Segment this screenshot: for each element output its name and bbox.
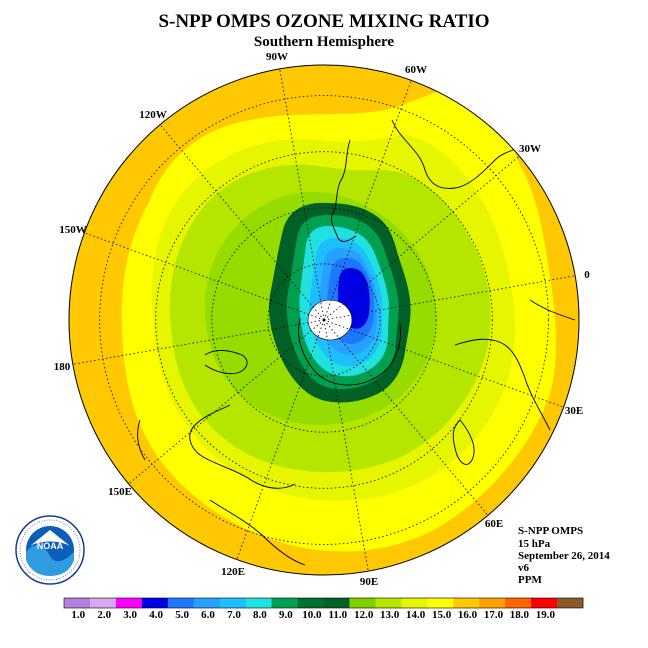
colorbar-swatch — [349, 598, 376, 608]
lon-label-90e: 90E — [360, 576, 378, 588]
colorbar-tick-label: 2.0 — [97, 609, 111, 621]
colorbar-swatch — [167, 598, 195, 608]
colorbar — [63, 597, 584, 609]
meridian-line — [323, 319, 489, 516]
lon-label-150e: 150E — [108, 486, 132, 498]
meridian-line — [128, 319, 325, 485]
colorbar-swatch — [219, 598, 246, 608]
info-instrument: S-NPP OMPS — [518, 525, 583, 537]
noaa-logo-text: NOAA — [37, 541, 64, 551]
meridian-line — [323, 319, 564, 408]
colorbar-swatch — [271, 598, 298, 608]
latitude-circle — [99, 95, 549, 545]
meridian-line — [323, 80, 412, 321]
colorbar-tick-label: 16.0 — [458, 609, 478, 621]
colorbar-tick-label: 7.0 — [227, 609, 241, 621]
ozone-field — [69, 65, 579, 575]
colorbar-swatch — [64, 598, 91, 608]
info-version: v6 — [518, 562, 530, 574]
latitude-circle — [267, 263, 381, 377]
meridian-line — [84, 232, 325, 321]
colorbar-swatch — [245, 598, 272, 608]
lon-label-120e: 120E — [221, 566, 245, 578]
info-units: PPM — [518, 574, 542, 586]
meridian-line — [159, 124, 325, 321]
colorbar-tick-label: 13.0 — [380, 609, 400, 621]
colorbar-swatch — [427, 598, 454, 608]
meridian-line — [323, 275, 576, 321]
map-subtitle: Southern Hemisphere — [254, 34, 394, 50]
colorbar-ticks: 1.0 2.0 3.0 4.0 5.0 6.0 7.0 8.0 9.0 10.0 11.0 12.0 1… — [71, 609, 555, 621]
colorbar-tick-label: 8.0 — [253, 609, 267, 621]
meridian-line — [236, 319, 325, 560]
colorbar-tick-label: 15.0 — [432, 609, 452, 621]
noaa-logo: NOAA — [15, 515, 85, 585]
latitude-circle — [155, 151, 493, 489]
colorbar-tick-label: 14.0 — [406, 609, 426, 621]
meridian-line — [323, 319, 369, 572]
colorbar-swatch — [297, 598, 324, 608]
info-level: 15 hPa — [518, 538, 551, 550]
colorbar-swatch — [89, 598, 117, 608]
latitude-circle — [211, 207, 437, 433]
lon-label-90w: 90W — [266, 51, 288, 63]
colorbar-tick-label: 5.0 — [175, 609, 189, 621]
lon-label-30e: 30E — [565, 405, 583, 417]
colorbar-tick-label: 17.0 — [484, 609, 504, 621]
map-title: S-NPP OMPS OZONE MIXING RATIO — [158, 11, 489, 32]
meridian-line — [279, 68, 325, 321]
map-boundary — [68, 64, 580, 576]
colorbar-tick-label: 10.0 — [302, 609, 322, 621]
colorbar-swatch — [115, 598, 143, 608]
colorbar-swatch — [479, 598, 506, 608]
lon-label-120w: 120W — [139, 109, 167, 121]
meridian-line — [323, 155, 520, 321]
lon-label-30w: 30W — [519, 143, 541, 155]
colorbar-tick-label: 1.0 — [71, 609, 85, 621]
colorbar-tick-label: 6.0 — [201, 609, 215, 621]
colorbar-swatch — [557, 598, 584, 608]
colorbar-tick-label: 19.0 — [536, 609, 556, 621]
colorbar-swatch — [531, 598, 558, 608]
colorbar-tick-label: 18.0 — [510, 609, 530, 621]
lon-label-60e: 60E — [485, 518, 503, 530]
colorbar-swatch — [375, 598, 402, 608]
colorbar-tick-label: 9.0 — [279, 609, 293, 621]
colorbar-swatch — [401, 598, 428, 608]
colorbar-swatch — [193, 598, 220, 608]
polar-data-gap — [307, 299, 353, 341]
lon-label-0: 0 — [584, 269, 590, 281]
coastlines — [137, 119, 576, 566]
info-date: September 26, 2014 — [518, 550, 610, 562]
colorbar-tick-label: 3.0 — [123, 609, 137, 621]
lon-label-60w: 60W — [405, 64, 427, 76]
colorbar-swatch — [323, 598, 350, 608]
graticule — [72, 68, 576, 572]
colorbar-swatch — [505, 598, 532, 608]
colorbar-swatch — [453, 598, 480, 608]
colorbar-swatch — [141, 598, 169, 608]
colorbar-tick-label: 12.0 — [354, 609, 374, 621]
lon-label-180: 180 — [54, 361, 71, 373]
lon-label-150w: 150W — [59, 224, 87, 236]
colorbar-frame — [63, 597, 584, 609]
meridian-line — [72, 319, 325, 365]
colorbar-tick-label: 4.0 — [149, 609, 163, 621]
colorbar-tick-label: 11.0 — [328, 609, 347, 621]
